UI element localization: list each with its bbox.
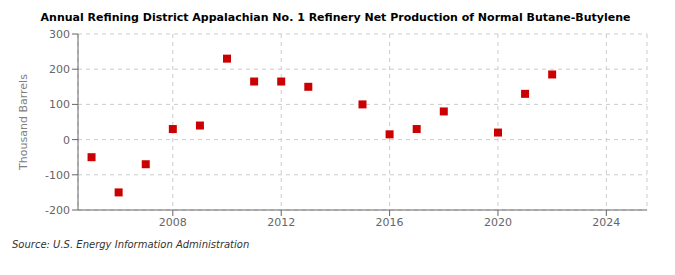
svg-text:2008: 2008 bbox=[159, 216, 187, 229]
svg-text:2016: 2016 bbox=[376, 216, 404, 229]
html-text:Source: U.S. Energy Informatio: Source: U.S. Energy Information Administ… bbox=[12, 239, 250, 250]
svg-text:Thousand Barrels: Thousand Barrels bbox=[17, 74, 30, 171]
svg-text:2012: 2012 bbox=[267, 216, 295, 229]
svg-text:2024: 2024 bbox=[592, 216, 620, 229]
svg-text:0: 0 bbox=[63, 134, 70, 147]
html-text:Annual Refining District Appal: Annual Refining District Appalachian No.… bbox=[40, 11, 631, 24]
svg-text:-100: -100 bbox=[45, 169, 70, 182]
svg-text:100: 100 bbox=[49, 98, 70, 111]
svg-text:200: 200 bbox=[49, 63, 70, 76]
svg-text:2020: 2020 bbox=[484, 216, 512, 229]
svg-text:-200: -200 bbox=[45, 204, 70, 217]
svg-text:300: 300 bbox=[49, 28, 70, 41]
